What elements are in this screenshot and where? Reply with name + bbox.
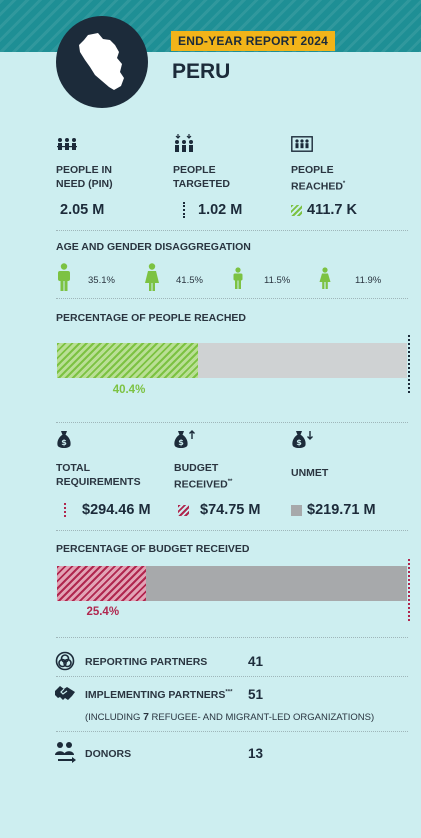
people-targeted-label-2: TARGETED [173, 178, 230, 190]
budget-received-icon: $ [174, 430, 195, 448]
people-targeted-icon [175, 134, 193, 152]
budget-bar-target-marker [408, 559, 410, 621]
divider [56, 530, 408, 531]
report-tag: END-YEAR REPORT 2024 [171, 31, 336, 51]
people-reached-footnote: * [342, 181, 346, 187]
people-in-need-icon [57, 138, 77, 150]
reached-bar-pct: 40.4% [112, 384, 146, 396]
divider [56, 676, 408, 677]
total-requirements-label-1: TOTAL [56, 462, 91, 474]
money-bag-icon: $ [57, 431, 71, 448]
budget-bar-title: PERCENTAGE OF BUDGET RECEIVED [56, 543, 250, 555]
unmet-icon: $ [292, 431, 313, 448]
budget-received-label-2: RECEIVED [174, 478, 228, 491]
reached-bar-fill [57, 343, 199, 378]
targeted-marker [183, 202, 185, 218]
girl-icon [319, 267, 331, 289]
people-reached-label-2: REACHED [291, 180, 343, 193]
unmet-swatch [291, 505, 302, 516]
svg-text:$: $ [61, 438, 67, 447]
total-requirements-label-2: REQUIREMENTS [56, 476, 141, 488]
divider [56, 230, 408, 231]
handshake-icon [55, 686, 75, 700]
unmet-value: $219.71 M [307, 502, 376, 518]
people-targeted-value: 1.02 M [198, 202, 243, 218]
divider [56, 422, 408, 423]
svg-text:$: $ [296, 438, 302, 447]
donors-icon [55, 742, 76, 763]
total-requirements-value: $294.46 M [82, 502, 151, 518]
reached-swatch [291, 205, 302, 216]
budget-received-label-1: BUDGET [174, 462, 219, 474]
svg-text:$: $ [178, 438, 184, 447]
note-count: 7 [143, 711, 149, 723]
unmet-label: UNMET [291, 467, 329, 479]
budget-bar-fill [57, 566, 146, 601]
girl-pct: 11.9% [355, 275, 382, 286]
received-swatch [178, 505, 189, 516]
people-reached-value: 411.7 K [307, 202, 357, 218]
divider [56, 637, 408, 638]
donors-label: DONORS [85, 748, 132, 760]
adult-male-pct: 35.1% [88, 275, 115, 286]
divider [56, 731, 408, 732]
note-suffix: REFUGEE- AND MIGRANT-LED ORGANIZATIONS) [148, 712, 375, 723]
budget-received-footnote: ** [227, 479, 233, 485]
country-map-badge [56, 16, 148, 108]
reporting-partners-label: REPORTING PARTNERS [85, 656, 208, 668]
total-marker [64, 503, 66, 517]
country-title: PERU [172, 60, 231, 83]
people-in-need-value: 2.05 M [60, 202, 105, 218]
reporting-partners-value: 41 [248, 654, 264, 669]
peru-map-icon [79, 33, 124, 90]
donors-value: 13 [248, 746, 264, 761]
people-in-need-label-2: NEED (PIN) [56, 178, 113, 190]
people-reached-label-1: PEOPLE [291, 164, 334, 176]
adult-female-pct: 41.5% [176, 275, 203, 286]
reached-bar-title: PERCENTAGE OF PEOPLE REACHED [56, 312, 246, 324]
adult-female-icon [145, 263, 159, 291]
boy-pct: 11.5% [264, 275, 291, 286]
reporting-partners-icon [55, 651, 75, 671]
age-gender-title: AGE AND GENDER DISAGGREGATION [56, 241, 251, 253]
adult-male-icon [58, 263, 70, 291]
people-targeted-label-1: PEOPLE [173, 164, 216, 176]
people-in-need-label-1: PEOPLE IN [56, 164, 113, 176]
implementing-partners-footnote: *** [225, 689, 233, 696]
implementing-partners-note: (INCLUDING 7 REFUGEE- AND MIGRANT-LED OR… [85, 711, 374, 723]
implementing-partners-label: IMPLEMENTING PARTNERS [85, 689, 226, 701]
note-prefix: (INCLUDING [85, 712, 144, 723]
divider [56, 298, 408, 299]
budget-bar-pct: 25.4% [86, 606, 120, 618]
boy-icon [233, 267, 243, 289]
implementing-partners-value: 51 [248, 687, 264, 702]
people-reached-icon [291, 136, 313, 152]
budget-received-value: $74.75 M [200, 502, 261, 518]
reached-bar-target-marker [408, 335, 410, 393]
